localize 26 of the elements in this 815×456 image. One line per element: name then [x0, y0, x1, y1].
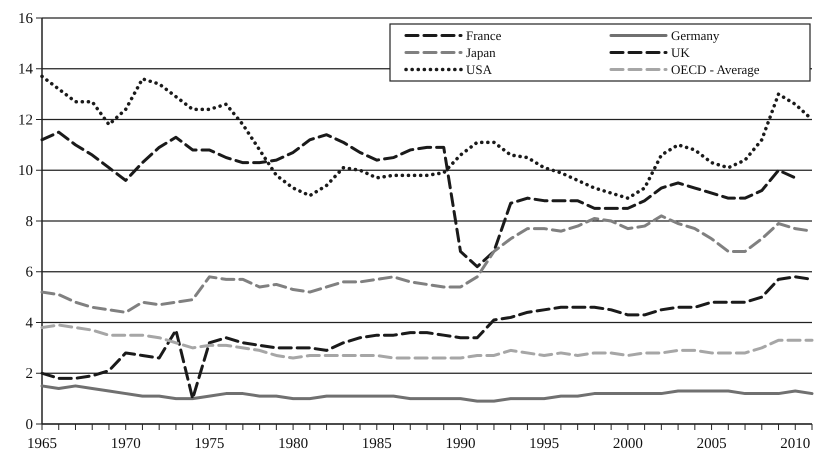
legend-label: UK — [671, 45, 690, 60]
x-tick-label: 1975 — [194, 436, 224, 452]
legend-label: Japan — [466, 45, 496, 60]
line-series — [40, 384, 814, 403]
y-tick-label: 10 — [18, 163, 33, 180]
x-tick-label: 1965 — [27, 436, 57, 452]
y-tick-label: 4 — [26, 315, 34, 332]
x-tick-label: 1980 — [278, 436, 308, 452]
x-tick-label: 2000 — [612, 436, 643, 452]
legend-label: Germany — [671, 28, 720, 44]
legend-label: France — [466, 28, 502, 44]
legend-label: USA — [466, 62, 493, 78]
y-tick-label: 2 — [26, 366, 33, 382]
x-tick-label: 1995 — [529, 436, 560, 452]
y-tick-label: 0 — [26, 416, 33, 433]
x-tick-label: 2005 — [696, 436, 727, 452]
x-tick-label: 1985 — [362, 436, 392, 452]
y-tick-label: 8 — [26, 214, 33, 230]
legend-label: OECD - Average — [671, 62, 760, 78]
y-tick-label: 12 — [18, 112, 33, 128]
x-tick-label: 1970 — [110, 436, 141, 452]
y-tick-label: 6 — [26, 264, 34, 281]
x-tick-label: 2010 — [780, 436, 810, 452]
x-tick-label: 1990 — [445, 436, 476, 452]
y-tick-label: 16 — [18, 10, 34, 27]
y-tick-label: 14 — [18, 62, 34, 78]
